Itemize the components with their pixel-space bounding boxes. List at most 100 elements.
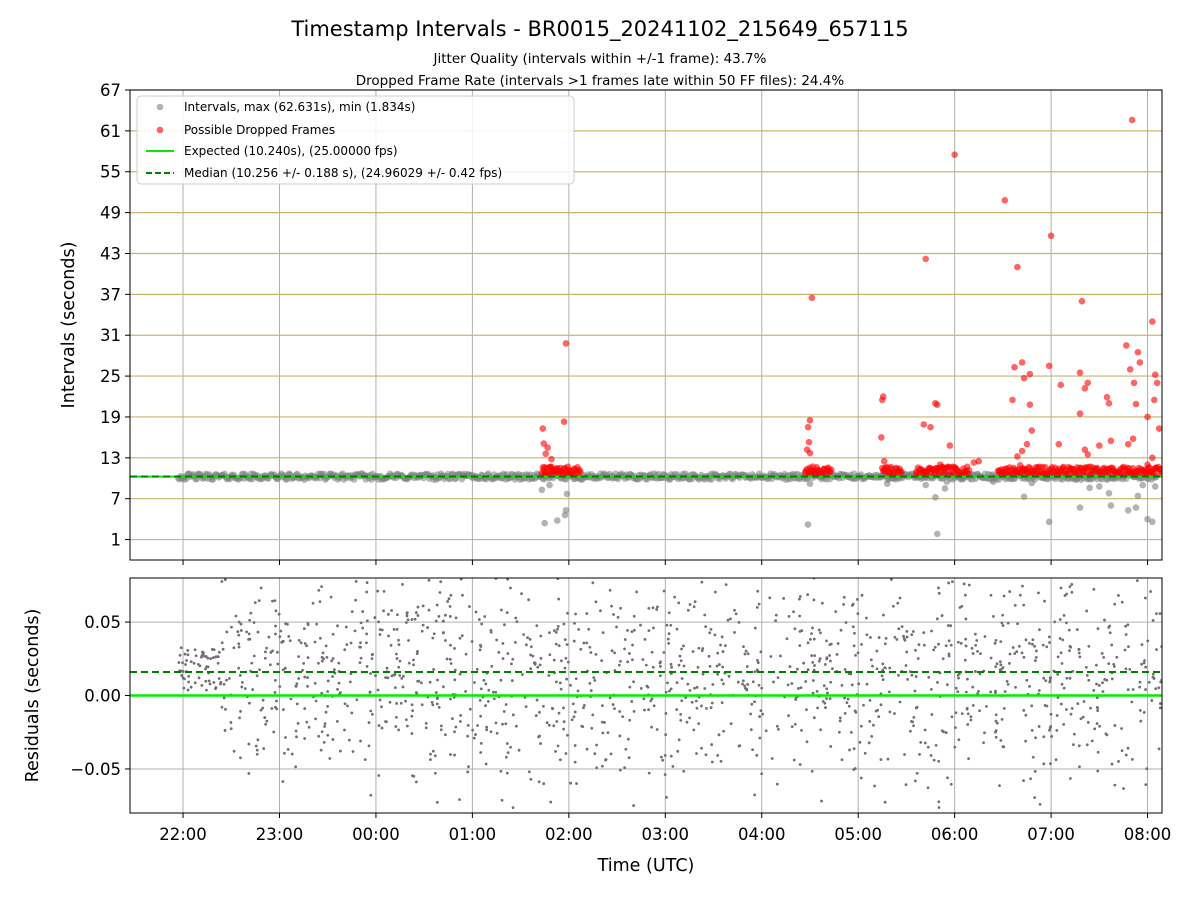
residual-point bbox=[1093, 727, 1097, 731]
residual-point bbox=[840, 683, 844, 687]
residual-point bbox=[720, 635, 724, 639]
residual-point bbox=[416, 614, 420, 617]
dropped-frame-point bbox=[1107, 437, 1115, 445]
dropped-frame-point bbox=[544, 444, 551, 451]
residual-point bbox=[967, 583, 971, 587]
residual-point bbox=[506, 652, 510, 655]
residual-point bbox=[753, 700, 756, 704]
interval-point bbox=[1139, 481, 1147, 489]
residual-point bbox=[908, 729, 912, 733]
residual-point bbox=[971, 704, 975, 707]
residual-point bbox=[237, 620, 241, 624]
residual-point bbox=[1059, 702, 1063, 706]
intervals-ytick-label: 43 bbox=[100, 244, 121, 263]
residuals-xtick-label: 22:00 bbox=[159, 825, 207, 844]
dropped-frame-point bbox=[880, 457, 888, 465]
residual-point bbox=[533, 661, 537, 665]
residual-point bbox=[1068, 645, 1072, 648]
residual-point bbox=[898, 700, 902, 704]
residual-point bbox=[468, 707, 472, 711]
residual-point bbox=[1045, 704, 1049, 708]
residual-point bbox=[1126, 746, 1130, 750]
residual-point bbox=[1055, 729, 1059, 732]
residual-point bbox=[929, 687, 933, 691]
residual-point bbox=[850, 683, 854, 687]
residual-point bbox=[275, 707, 279, 711]
residual-point bbox=[798, 763, 802, 766]
residual-point bbox=[665, 623, 669, 627]
residual-point bbox=[187, 674, 191, 678]
residual-point bbox=[224, 707, 227, 711]
residual-point bbox=[275, 699, 278, 703]
residual-point bbox=[588, 682, 592, 685]
residual-point bbox=[770, 757, 774, 760]
residual-point bbox=[977, 689, 980, 693]
residual-point bbox=[793, 722, 797, 726]
residual-point bbox=[842, 595, 846, 599]
residual-point bbox=[268, 663, 272, 667]
residual-point bbox=[249, 611, 253, 615]
residual-point bbox=[529, 653, 532, 657]
residual-point bbox=[448, 605, 452, 608]
residual-point bbox=[407, 661, 411, 665]
residual-point bbox=[192, 661, 196, 665]
residual-point bbox=[667, 611, 671, 615]
residual-point bbox=[282, 708, 285, 711]
intervals-ytick-label: 61 bbox=[100, 122, 121, 141]
residual-point bbox=[257, 599, 261, 603]
residual-point bbox=[635, 590, 639, 594]
residual-point bbox=[212, 681, 216, 684]
residual-point bbox=[395, 702, 399, 705]
residual-point bbox=[1034, 649, 1038, 653]
residuals-xlabel: Time (UTC) bbox=[597, 856, 695, 876]
residual-point bbox=[1143, 659, 1146, 662]
residual-point bbox=[254, 744, 258, 748]
intervals-ytick-label: 31 bbox=[100, 326, 121, 345]
residual-point bbox=[1112, 662, 1116, 666]
residual-point bbox=[817, 659, 821, 663]
residual-point bbox=[828, 654, 831, 657]
residual-point bbox=[431, 749, 435, 753]
residual-point bbox=[651, 606, 655, 610]
residual-point bbox=[994, 719, 998, 723]
residual-point bbox=[505, 771, 509, 775]
residual-point bbox=[618, 710, 622, 713]
residual-point bbox=[919, 741, 923, 744]
residual-point bbox=[859, 776, 863, 780]
residual-point bbox=[954, 686, 958, 690]
residual-point bbox=[623, 647, 627, 651]
residual-point bbox=[1096, 750, 1100, 754]
residual-point bbox=[263, 716, 267, 719]
residual-point bbox=[817, 628, 821, 632]
dropped-frame-point bbox=[1009, 396, 1016, 404]
residual-point bbox=[416, 605, 420, 609]
residual-point bbox=[984, 704, 988, 708]
residual-point bbox=[764, 729, 768, 733]
residuals-xtick-label: 23:00 bbox=[256, 825, 304, 844]
residual-point bbox=[798, 614, 802, 618]
residual-point bbox=[612, 613, 615, 616]
residual-point bbox=[940, 614, 944, 617]
residual-point bbox=[937, 800, 941, 804]
residual-point bbox=[239, 622, 243, 626]
residual-point bbox=[271, 649, 274, 653]
residual-point bbox=[398, 674, 402, 677]
residual-point bbox=[303, 642, 307, 645]
residual-point bbox=[343, 728, 346, 732]
residual-point bbox=[274, 632, 277, 636]
residual-point bbox=[983, 635, 987, 638]
residual-point bbox=[976, 649, 979, 653]
residual-point bbox=[999, 663, 1003, 667]
residual-point bbox=[929, 754, 933, 757]
residual-point bbox=[632, 614, 636, 618]
residual-point bbox=[1113, 602, 1117, 606]
residual-point bbox=[949, 624, 953, 628]
dropped-frame-point bbox=[1153, 379, 1161, 387]
residual-point bbox=[716, 754, 720, 757]
residual-point bbox=[378, 633, 382, 636]
residual-point bbox=[353, 629, 357, 633]
residual-point bbox=[973, 670, 977, 673]
residual-point bbox=[1044, 679, 1048, 683]
dropped-frame-point bbox=[1128, 116, 1136, 124]
residual-point bbox=[514, 641, 517, 644]
